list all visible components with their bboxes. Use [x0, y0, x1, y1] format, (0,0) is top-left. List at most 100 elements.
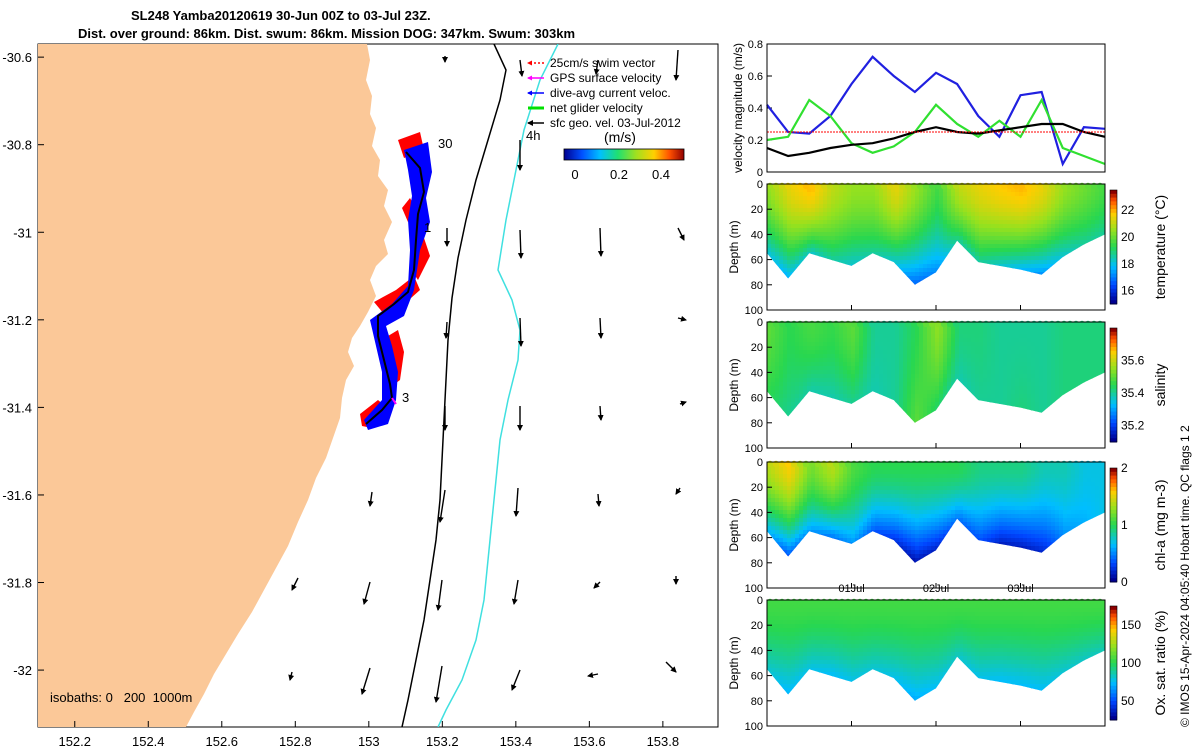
- depth-tick-label: 20: [751, 204, 763, 216]
- colorbar-cell: [1110, 212, 1117, 218]
- gps-surface-velocity: [391, 397, 397, 405]
- colorbar-cell: [1110, 388, 1117, 394]
- geo-velocity-arrow: [362, 581, 371, 605]
- map-x-tick-label: 153.4: [500, 734, 533, 749]
- velocity-y-tick-label: 0.4: [748, 103, 763, 115]
- colorbar-frame: [1109, 467, 1118, 583]
- colorbar-cell: [1110, 644, 1117, 649]
- colorbar-cell: [1110, 209, 1117, 214]
- colorbar-cell: [1110, 411, 1117, 416]
- map-y-tick-label: -31.4: [2, 400, 32, 415]
- colorbar-cell: [1110, 685, 1117, 691]
- colorbar-cell: [1110, 528, 1117, 534]
- colorbar-cell: [1110, 689, 1117, 694]
- depth-tick-label: 80: [751, 558, 763, 570]
- colorbar-cell: [1110, 235, 1117, 240]
- colorbar-cell: [1110, 201, 1117, 206]
- colorbar-cell: [1110, 266, 1117, 271]
- depth-tick-label: 40: [751, 645, 763, 657]
- colorbar-cell: [1110, 415, 1117, 420]
- colorbar-cell: [1110, 578, 1117, 583]
- depth-tick-label: 40: [751, 507, 763, 519]
- colorbar-cell: [1110, 269, 1117, 275]
- colorbar-title: (m/s): [604, 129, 636, 145]
- colorbar-cell: [1110, 663, 1117, 668]
- geo-velocity-arrow: [597, 317, 604, 339]
- geo-velocity-arrow: [443, 321, 450, 339]
- geo-velocity-arrow: [679, 400, 687, 407]
- colorbar-cell: [1110, 674, 1117, 679]
- colorbar-cell: [1110, 430, 1117, 435]
- map-x-tick-label: 152.2: [58, 734, 91, 749]
- geostrophic-velocity-arrows: [288, 49, 687, 703]
- colorbar-cell: [1110, 239, 1117, 244]
- colorbar-cell: [1110, 693, 1117, 698]
- depth-tick-label: 0: [757, 457, 763, 469]
- land-area: [38, 44, 392, 727]
- colorbar-cell: [1110, 343, 1117, 348]
- colorbar-cell: [1110, 483, 1117, 488]
- colorbar-tick-label: 35.4: [1121, 386, 1145, 400]
- map-x-tick-label: 153: [358, 734, 380, 749]
- colorbar-cell: [1110, 358, 1117, 363]
- colorbar-cell: [1110, 570, 1117, 575]
- colorbar-cell: [1110, 220, 1117, 225]
- colorbar-cell: [1110, 292, 1117, 297]
- colorbar-cell: [1110, 392, 1117, 397]
- geo-velocity-arrow: [360, 667, 371, 695]
- velocity-axes: [766, 43, 1106, 173]
- colorbar-cell: [1110, 513, 1117, 518]
- geo-velocity-arrow: [677, 315, 687, 322]
- colorbar-cell: [1110, 716, 1117, 721]
- depth-axis-label: Depth (m): [727, 220, 741, 273]
- colorbar-cell: [1110, 566, 1117, 572]
- day-label-30: 30: [438, 136, 452, 151]
- colorbar-cell: [1110, 231, 1117, 237]
- time-tick-label: 01Jul: [838, 583, 864, 595]
- depth-tick-label: 80: [751, 696, 763, 708]
- colorbar-label: chl-a (mg m-3): [1152, 479, 1168, 570]
- colorbar-tick-label: 150: [1121, 618, 1141, 632]
- colorbar-cell: [1110, 426, 1117, 432]
- colorbar-cell: [1110, 385, 1117, 390]
- colorbar-cell: [1110, 250, 1117, 256]
- colorbar-cell: [1110, 525, 1117, 530]
- geo-velocity-arrow: [517, 317, 524, 347]
- geo-velocity-arrow: [435, 579, 443, 611]
- speed-colorbar: (m/s) 0 0.2 0.4: [563, 129, 685, 182]
- colorbar-cell: [1110, 254, 1117, 259]
- colorbar-gradient: [563, 148, 685, 161]
- colorbar-cell: [1110, 701, 1117, 706]
- colorbar-label: temperature (°C): [1152, 195, 1168, 299]
- colorbar-cell: [1110, 506, 1117, 511]
- colorbar-cell: [1110, 247, 1117, 252]
- colorbar-cell: [1110, 704, 1117, 710]
- colorbar-cell: [1110, 339, 1117, 344]
- geo-velocity-arrow: [665, 661, 677, 673]
- depth-tick-label: 100: [745, 721, 763, 733]
- colorbar-tick-label: 35.6: [1121, 354, 1145, 368]
- colorbar-tick-label: 1: [1121, 518, 1128, 532]
- credit-text: © IMOS 15-Apr-2024 04:05:40 Hobart time.…: [1178, 425, 1192, 727]
- colorbar-cell: [1110, 354, 1117, 359]
- colorbar-tick: 0.4: [652, 167, 670, 182]
- colorbar-cell: [1110, 288, 1117, 294]
- colorbar-cell: [1110, 468, 1117, 473]
- geo-velocity-arrow: [513, 487, 520, 517]
- depth-tick-label: 20: [751, 482, 763, 494]
- geo-velocity-arrow: [595, 493, 602, 507]
- depth-tick-label: 60: [751, 533, 763, 545]
- colorbar-cell: [1110, 682, 1117, 687]
- geo-velocity-arrow: [597, 227, 604, 257]
- depth-tick-label: 60: [751, 671, 763, 683]
- glider-track: [365, 151, 426, 425]
- colorbar-cell: [1110, 559, 1117, 564]
- geo-velocity-arrow: [587, 672, 599, 678]
- glider-map: 152.2 152.4 152.6 152.8 153 153.2 153.4 153.6 15…: [2, 43, 719, 749]
- colorbar-tick-label: 16: [1121, 284, 1135, 298]
- depth-axis-label: Depth (m): [727, 358, 741, 411]
- colorbar-cell: [1110, 613, 1117, 618]
- velocity-series-line: [766, 122, 1106, 158]
